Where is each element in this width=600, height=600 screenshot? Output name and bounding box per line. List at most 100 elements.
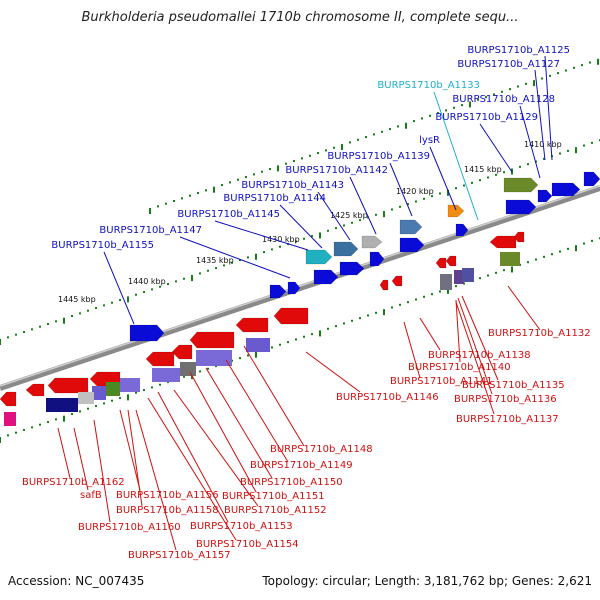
label-leader-line	[243, 345, 305, 447]
reverse-gene-arrow	[189, 331, 235, 349]
forward-gene-arrow	[399, 237, 425, 253]
gene-block	[246, 338, 270, 352]
forward-gene-arrow	[505, 199, 537, 215]
chromosome-backbone-highlight	[0, 185, 600, 387]
label-leader-line	[205, 367, 273, 479]
gene-block	[440, 274, 452, 290]
forward-gene-arrow	[339, 261, 365, 276]
gene-label: BURPS1710b_A1154	[196, 539, 299, 550]
gene-label: BURPS1710b_A1125	[467, 45, 570, 56]
reverse-gene-arrow	[379, 279, 389, 291]
label-leader-line	[479, 123, 513, 173]
label-leader-line	[403, 321, 421, 379]
forward-gene-arrow	[455, 223, 469, 237]
kbp-label: 1435 kbp	[196, 256, 234, 265]
gene-block	[4, 412, 16, 426]
gene-label: BURPS1710b_A1155	[51, 240, 154, 251]
label-leader-line	[93, 419, 111, 523]
forward-gene-arrow	[313, 269, 339, 285]
gene-label: BURPS1710b_A1152	[224, 505, 327, 516]
gene-label: safB	[80, 490, 102, 501]
gene-label: BURPS1710b_A1157	[128, 550, 231, 561]
label-leader-line	[103, 251, 135, 325]
gene-label: BURPS1710b_A1143	[241, 180, 344, 191]
kbp-label: 1445 kbp	[58, 295, 96, 304]
forward-gene-arrow	[287, 281, 301, 295]
label-leader-line	[57, 427, 71, 479]
gene-label: BURPS1710b_A1138	[428, 350, 531, 361]
label-leader-line	[349, 176, 377, 235]
reverse-gene-arrow	[145, 351, 175, 367]
gene-label: lysR	[419, 135, 440, 146]
reverse-gene-arrow	[171, 344, 193, 360]
label-leader-line	[179, 236, 291, 279]
label-leader-line	[419, 317, 441, 351]
forward-gene-arrow	[305, 249, 333, 265]
label-leader-line	[135, 409, 177, 551]
reverse-gene-arrow	[235, 317, 269, 333]
forward-gene-arrow	[583, 171, 600, 187]
label-leader-line	[173, 389, 259, 507]
label-leader-line	[455, 299, 461, 363]
gene-label: BURPS1710b_A1160	[78, 522, 181, 533]
gene-label: BURPS1710b_A1132	[488, 328, 591, 339]
label-leader-line	[214, 220, 309, 251]
accession-text: Accession: NC_007435	[8, 574, 145, 588]
reverse-gene-arrow	[25, 383, 45, 397]
gene-block	[78, 392, 94, 404]
gene-label: BURPS1710b_A1144	[223, 193, 326, 204]
label-leader-line	[519, 105, 541, 179]
label-leader-line	[127, 409, 143, 507]
gene-label: BURPS1710b_A1133	[377, 80, 480, 91]
gene-label: BURPS1710b_A1136	[454, 394, 557, 405]
label-leader-line	[389, 162, 413, 217]
label-leader-line	[534, 69, 546, 161]
kbp-label: 1430 kbp	[262, 235, 300, 244]
label-leader-line	[225, 359, 289, 463]
gene-label: BURPS1710b_A1129	[435, 112, 538, 123]
label-leader-line	[279, 204, 323, 249]
label-leader-line	[433, 91, 479, 221]
label-leader-line	[73, 427, 89, 491]
gene-label: BURPS1710b_A1142	[285, 165, 388, 176]
forward-gene-arrow	[333, 241, 359, 257]
gene-label: BURPS1710b_A1141	[390, 376, 493, 387]
forward-gene-arrow	[537, 189, 553, 203]
label-leader-line	[544, 55, 553, 161]
forward-gene-arrow	[551, 182, 581, 197]
gene-block	[120, 378, 140, 392]
reverse-gene-arrow	[435, 257, 447, 269]
gene-block	[196, 350, 232, 366]
map-title: Burkholderia pseudomallei 1710b chromoso…	[81, 10, 519, 25]
kbp-label: 1415 kbp	[464, 165, 502, 174]
reverse-gene-arrow	[47, 377, 89, 394]
gene-label: BURPS1710b_A1148	[270, 444, 373, 455]
label-leader-line	[317, 191, 351, 241]
gene-block	[180, 362, 196, 376]
reverse-gene-arrow	[445, 255, 457, 267]
reverse-gene-arrow	[273, 307, 309, 325]
label-leader-line	[147, 397, 237, 541]
forward-gene-arrow	[447, 204, 465, 218]
topology-text: Topology: circular; Length: 3,181,762 bp…	[262, 574, 592, 588]
gene-label: BURPS1710b_A1150	[240, 477, 343, 488]
gene-label: BURPS1710b_A1137	[456, 414, 559, 425]
gene-label: BURPS1710b_A1135	[462, 380, 565, 391]
gene-label: BURPS1710b_A1146	[336, 392, 439, 403]
label-leader-line	[507, 285, 541, 331]
reverse-gene-arrow	[391, 275, 403, 287]
forward-gene-arrow	[269, 284, 287, 299]
label-leader-line	[157, 391, 229, 523]
gene-label: BURPS1710b_A1140	[408, 362, 511, 373]
gene-label: BURPS1710b_A1149	[250, 460, 353, 471]
gene-block	[454, 270, 464, 284]
gene-label: BURPS1710b_A1158	[116, 505, 219, 516]
gene-block	[106, 382, 120, 396]
label-leader-line	[461, 295, 499, 381]
label-leader-line	[119, 409, 141, 491]
forward-gene-arrow	[129, 324, 165, 342]
forward-gene-arrow	[369, 251, 385, 267]
label-leader-line	[189, 371, 257, 493]
